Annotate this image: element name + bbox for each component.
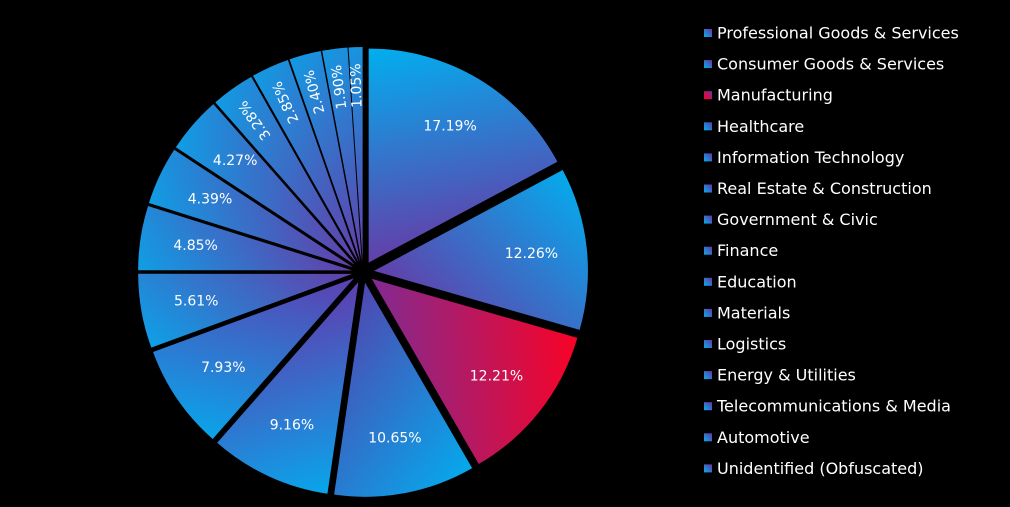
pie-slice bbox=[371, 278, 578, 465]
slice-data-label: 4.39% bbox=[188, 191, 232, 207]
legend-label: Finance bbox=[717, 241, 778, 260]
legend-swatch bbox=[704, 60, 712, 69]
legend-label: Consumer Goods & Services bbox=[717, 55, 944, 74]
slice-data-label: 4.27% bbox=[213, 153, 257, 169]
slice-data-label: 12.26% bbox=[505, 246, 558, 262]
pie-slices bbox=[138, 47, 588, 497]
legend-swatch bbox=[704, 91, 712, 100]
slice-data-label: 7.93% bbox=[201, 360, 245, 376]
legend-swatch bbox=[704, 340, 712, 348]
legend-swatch bbox=[704, 277, 712, 286]
slice-data-label: 5.61% bbox=[174, 294, 218, 310]
pie-slice bbox=[215, 76, 357, 264]
slice-data-label: 9.16% bbox=[270, 418, 314, 434]
legend: Professional Goods & Services Consumer Go… bbox=[704, 24, 959, 478]
legend-label: Real Estate & Construction bbox=[717, 179, 932, 198]
pie-slice bbox=[373, 169, 588, 330]
legend-swatch bbox=[704, 371, 712, 380]
slice-data-label: 12.21% bbox=[470, 368, 523, 384]
legend-label: Unidentified (Obfuscated) bbox=[717, 459, 924, 478]
slice-data-label: 1.05% bbox=[348, 63, 365, 108]
legend-swatch bbox=[704, 433, 712, 442]
legend-label: Professional Goods & Services bbox=[717, 24, 959, 43]
legend-swatch bbox=[704, 215, 712, 224]
pie-slice bbox=[368, 48, 558, 263]
legend-label: Logistics bbox=[717, 335, 786, 354]
legend-label: Government & Civic bbox=[717, 210, 878, 229]
slice-data-label: 4.85% bbox=[173, 238, 217, 254]
legend-swatch bbox=[704, 464, 712, 473]
legend-swatch bbox=[704, 184, 712, 193]
legend-label: Automotive bbox=[717, 428, 810, 447]
legend-swatch bbox=[704, 29, 712, 37]
slice-data-label: 10.65% bbox=[368, 430, 421, 446]
legend-label: Materials bbox=[717, 303, 790, 322]
legend-swatch bbox=[704, 122, 712, 131]
legend-swatch bbox=[704, 246, 712, 255]
legend-label: Education bbox=[717, 272, 797, 291]
legend-label: Healthcare bbox=[717, 117, 804, 136]
legend-label: Telecommunications & Media bbox=[716, 397, 951, 416]
pie-slice bbox=[148, 149, 354, 268]
pie-slice bbox=[253, 59, 359, 262]
legend-label: Energy & Utilities bbox=[717, 366, 856, 385]
pie-slice bbox=[138, 273, 353, 348]
slice-data-label: 17.19% bbox=[423, 119, 476, 135]
slice-data-label: 1.90% bbox=[329, 64, 350, 110]
pie-slice bbox=[217, 281, 359, 494]
pie-slice bbox=[175, 104, 355, 265]
legend-swatch bbox=[704, 308, 712, 317]
pie-slice bbox=[348, 47, 363, 262]
legend-swatch bbox=[704, 153, 712, 162]
pie-slice bbox=[153, 278, 354, 440]
legend-label: Manufacturing bbox=[717, 86, 833, 105]
pie-slice bbox=[322, 47, 362, 262]
legend-label: Information Technology bbox=[717, 148, 904, 167]
legend-swatch bbox=[704, 402, 712, 411]
pie-slice bbox=[289, 51, 361, 262]
pie-slice bbox=[138, 205, 353, 271]
pie-slice bbox=[334, 282, 473, 497]
